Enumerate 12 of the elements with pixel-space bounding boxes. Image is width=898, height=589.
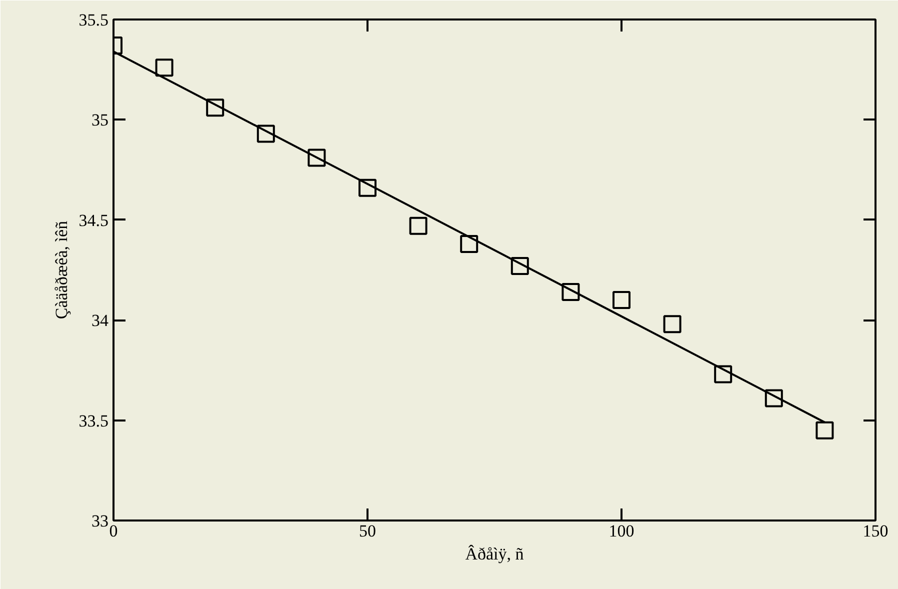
y-tick-label: 33 (92, 512, 108, 530)
x-tick-label: 150 (862, 522, 888, 540)
x-tick-label: 100 (608, 522, 634, 540)
x-axis-title: Âðåìÿ, ñ (465, 544, 524, 564)
y-tick-label: 34.5 (78, 210, 108, 230)
y-axis-title: Çàäåðæêà, ìêñ (52, 220, 71, 320)
y-tick-label: 33.5 (78, 411, 108, 430)
y-tick-label: 34 (92, 311, 109, 330)
x-tick-label: 0 (109, 522, 118, 540)
y-tick-label: 35 (92, 110, 108, 130)
y-tick-label: 35.5 (78, 10, 108, 30)
x-tick-label: 50 (359, 522, 376, 540)
